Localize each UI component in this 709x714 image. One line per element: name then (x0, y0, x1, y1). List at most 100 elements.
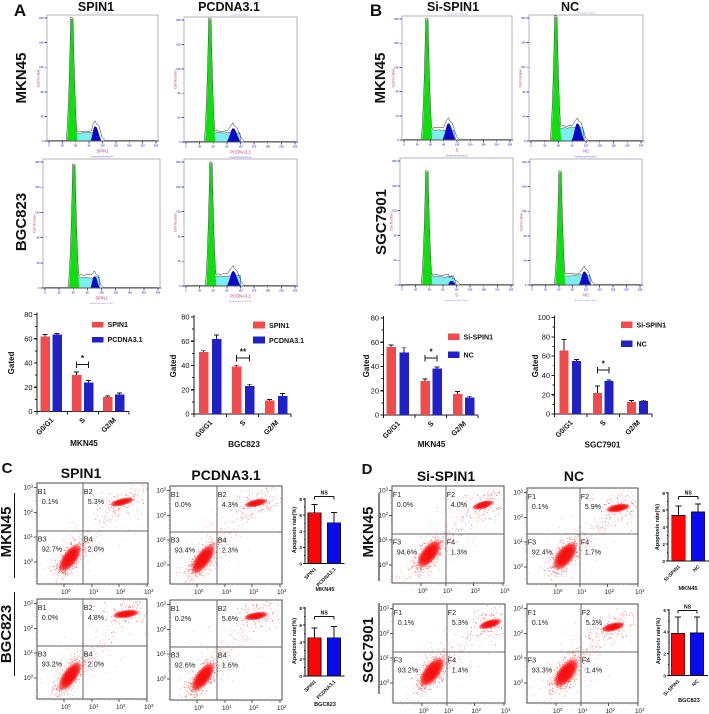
svg-text:210: 210 (279, 145, 284, 149)
svg-text:90: 90 (225, 289, 228, 293)
svg-text:5.3%: 5.3% (452, 618, 469, 627)
svg-text:120: 120 (394, 65, 399, 69)
svg-text:40: 40 (524, 258, 527, 262)
svg-text:150: 150 (468, 288, 473, 292)
svg-text:sample.001 analysis: sample.001 analysis (576, 13, 597, 15)
svg-text:90: 90 (225, 145, 228, 149)
svg-text:30: 30 (544, 288, 547, 292)
svg-text:90: 90 (441, 288, 444, 292)
svg-text:S: S (238, 418, 248, 428)
svg-text:SPIN1: SPIN1 (61, 465, 102, 481)
svg-text:90: 90 (88, 144, 91, 148)
svg-text:240: 240 (293, 145, 298, 149)
svg-text:103: 103 (635, 588, 645, 596)
svg-text:200: 200 (521, 16, 526, 20)
svg-text:60: 60 (428, 288, 431, 292)
svg-text:40: 40 (542, 371, 550, 380)
svg-text:**: ** (240, 347, 247, 357)
svg-text:100: 100 (379, 561, 389, 569)
svg-text:60: 60 (212, 289, 215, 293)
svg-text:0: 0 (525, 283, 527, 287)
svg-text:93.4%: 93.4% (175, 546, 196, 555)
svg-text:240: 240 (638, 288, 643, 292)
svg-text:B2: B2 (218, 604, 227, 613)
svg-text:*: * (602, 359, 606, 369)
svg-text:F3: F3 (528, 656, 536, 665)
svg-text:PCDNA3.1: PCDNA3.1 (269, 337, 304, 345)
svg-text:*: * (429, 347, 433, 357)
svg-text:Apoptosis rate(%): Apoptosis rate(%) (655, 504, 661, 550)
svg-text:120: 120 (392, 209, 397, 213)
svg-text:0: 0 (546, 410, 550, 419)
svg-text:8: 8 (299, 606, 302, 612)
svg-text:NC: NC (561, 0, 579, 14)
svg-text:120: 120 (176, 67, 181, 71)
svg-text:120: 120 (238, 289, 243, 293)
svg-text:B4: B4 (84, 535, 93, 544)
svg-text:120: 120 (39, 65, 44, 69)
svg-text:100: 100 (553, 588, 563, 596)
svg-text:103: 103 (514, 604, 524, 612)
svg-text:Cell Number: Cell Number (390, 211, 394, 231)
svg-text:4: 4 (299, 640, 302, 646)
svg-text:93.2%: 93.2% (42, 660, 63, 669)
svg-text:0: 0 (401, 288, 403, 292)
svg-text:sample.001 analysis: sample.001 analysis (92, 157, 113, 159)
svg-text:101: 101 (89, 588, 99, 596)
svg-text:1.3%: 1.3% (451, 548, 468, 557)
svg-text:B3: B3 (38, 650, 47, 659)
svg-text:NC: NC (464, 352, 474, 360)
svg-text:B4: B4 (218, 651, 227, 660)
svg-text:200: 200 (392, 159, 397, 163)
svg-text:2.0%: 2.0% (88, 660, 105, 669)
svg-text:120: 120 (238, 145, 243, 149)
svg-text:180: 180 (481, 143, 486, 147)
svg-text:120: 120 (584, 288, 589, 292)
svg-text:2: 2 (662, 542, 665, 548)
svg-text:100: 100 (553, 707, 563, 714)
svg-text:NC: NC (692, 564, 702, 574)
svg-text:NS: NS (685, 491, 693, 497)
svg-text:101: 101 (222, 704, 232, 712)
svg-text:0.2%: 0.2% (175, 614, 192, 623)
svg-text:30: 30 (61, 144, 64, 148)
svg-text:101: 101 (89, 703, 99, 711)
svg-text:MKN45: MKN45 (70, 439, 98, 448)
svg-text:100: 100 (194, 704, 204, 712)
svg-text:80: 80 (396, 90, 399, 94)
svg-text:103: 103 (24, 599, 34, 607)
svg-text:*: * (81, 353, 85, 363)
svg-text:MKN45: MKN45 (0, 507, 15, 558)
svg-text:100: 100 (380, 679, 390, 687)
svg-text:F4: F4 (582, 656, 590, 665)
svg-text:sample.001 analysis: sample.001 analysis (231, 157, 252, 159)
svg-text:102: 102 (471, 587, 481, 595)
svg-text:40: 40 (41, 114, 44, 118)
svg-text:101: 101 (443, 587, 453, 595)
svg-text:80: 80 (542, 332, 550, 341)
svg-text:40: 40 (178, 116, 181, 120)
svg-text:0: 0 (531, 288, 533, 292)
svg-text:60: 60 (557, 144, 560, 148)
svg-text:92.7%: 92.7% (42, 545, 63, 554)
svg-text:180: 180 (266, 289, 271, 293)
svg-text:NS: NS (684, 605, 692, 611)
svg-text:200: 200 (176, 18, 181, 22)
svg-text:102: 102 (157, 511, 167, 519)
svg-text:F4: F4 (448, 656, 456, 665)
svg-text:30: 30 (416, 143, 419, 147)
svg-text:102: 102 (157, 625, 167, 633)
svg-text:4.3%: 4.3% (222, 500, 239, 509)
svg-text:103: 103 (157, 600, 167, 608)
svg-text:B1: B1 (171, 490, 180, 499)
svg-text:8: 8 (662, 491, 665, 497)
svg-text:60: 60 (542, 352, 550, 361)
svg-text:Acquisition date 10-Jan: Acquisition date 10-Jan (90, 302, 114, 305)
svg-text:S: S (598, 418, 608, 428)
svg-text:6: 6 (662, 508, 665, 514)
svg-text:120: 120 (521, 65, 526, 69)
svg-text:B1: B1 (38, 487, 47, 496)
svg-text:0: 0 (662, 559, 665, 565)
svg-text:0.0%: 0.0% (42, 613, 59, 622)
svg-text:60: 60 (181, 337, 189, 346)
